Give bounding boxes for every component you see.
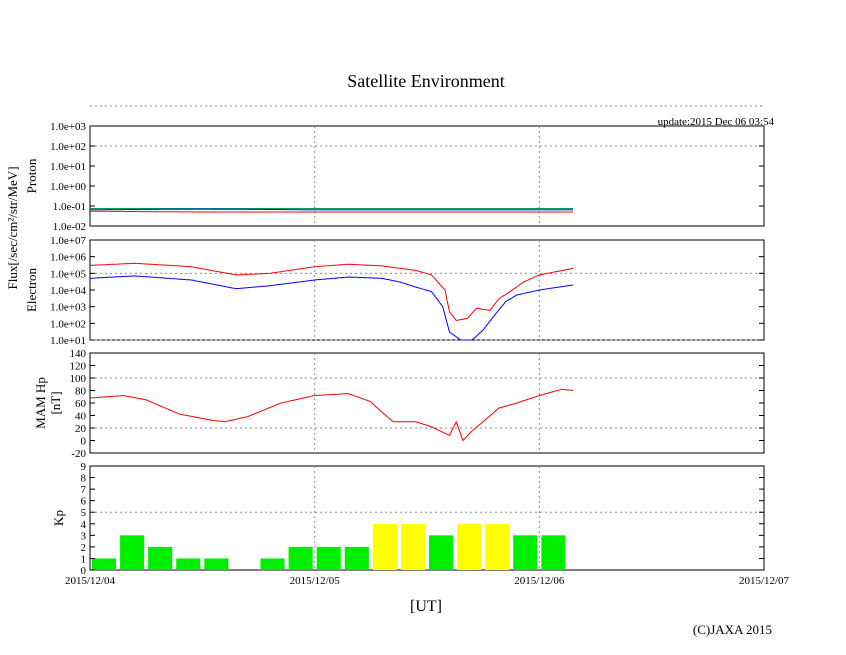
kp-ytick-label: 3 [81, 530, 87, 542]
hp-ytick-label: 0 [81, 436, 87, 448]
proton-ytick-label: 1.0e+03 [50, 121, 86, 133]
kp-ytick-label: 8 [81, 473, 87, 485]
kp-ytick-label: 5 [81, 507, 87, 519]
series-electron-low [89, 275, 574, 341]
electron-ytick-label: 1.0e+01 [50, 335, 86, 347]
mam-hp-panel-frame [89, 352, 765, 454]
electron-panel: 1.0e+01 1.0e+02 1.0e+03 1.0e+04 1.0e+05 1.0e+… [24, 235, 765, 347]
electron-ytick-label: 1.0e+04 [50, 285, 86, 297]
x-tick-label: 2015/12/05 [290, 575, 341, 587]
kp-ytick-label: 1 [81, 553, 87, 565]
mam-hp-label-line: [nT] [48, 391, 63, 414]
kp-bar [120, 535, 145, 570]
hp-ytick-label: 140 [70, 348, 87, 360]
x-tick-label: 2015/12/06 [514, 575, 565, 587]
kp-bar [485, 523, 510, 570]
kp-ytick-label: 0 [81, 565, 87, 577]
kp-bar [429, 535, 454, 570]
x-axis-label: [UT] [410, 598, 442, 615]
proton-ytick-label: 1.0e+01 [50, 161, 86, 173]
kp-bar [148, 546, 173, 570]
kp-ytick-label: 9 [81, 461, 87, 473]
kp-ytick-label: 7 [81, 484, 87, 496]
proton-ytick-label: 1.0e-02 [53, 221, 86, 233]
proton-panel-frame [89, 125, 765, 227]
proton-ytick-label: 1.0e-01 [53, 201, 86, 213]
x-axis-ticks: 2015/12/04 2015/12/05 2015/12/06 2015/12/07 [65, 575, 790, 587]
copyright: (C)JAXA 2015 [693, 622, 772, 637]
x-tick-label: 2015/12/07 [739, 575, 790, 587]
hp-ytick-label: 80 [75, 386, 87, 398]
proton-ytick-label: 1.0e+00 [50, 181, 86, 193]
kp-bar [541, 535, 566, 570]
kp-ytick-label: 2 [81, 542, 87, 554]
mam-hp-label-line: MAM Hp [33, 377, 48, 429]
kp-bar [457, 523, 482, 570]
kp-ytick-label: 6 [81, 496, 87, 508]
hp-ytick-label: 40 [75, 411, 87, 423]
hp-ytick-label: 100 [70, 373, 87, 385]
kp-bar [372, 523, 397, 570]
hp-ytick-label: 120 [70, 361, 87, 373]
chart-title: Satellite Environment [347, 71, 504, 91]
kp-panel-frame [89, 465, 765, 571]
kp-bar [316, 546, 341, 570]
electron-ytick-label: 1.0e+02 [50, 318, 86, 330]
proton-axis-label: Proton [24, 158, 39, 193]
kp-bar [400, 523, 425, 570]
flux-axis-label: Flux[/sec/cm²/str/MeV] [5, 166, 20, 289]
kp-bar [260, 558, 285, 570]
proton-ytick-label: 1.0e+02 [50, 141, 86, 153]
series-proton-red [90, 210, 573, 213]
series-hp [89, 388, 574, 442]
electron-axis-label: Electron [24, 267, 39, 312]
series-proton-blue [90, 208, 573, 211]
kp-bar [176, 558, 201, 570]
kp-bar [344, 546, 369, 570]
kp-ytick-label: 4 [81, 519, 87, 531]
hp-ytick-label: -20 [71, 448, 86, 460]
electron-ytick-label: 1.0e+03 [50, 302, 86, 314]
kp-bar [513, 535, 538, 570]
kp-axis-label: Kp [51, 510, 66, 526]
kp-bar [204, 558, 229, 570]
proton-panel: 1.0e-02 1.0e-01 1.0e+00 1.0e+01 1.0e+02 1.0e+… [24, 105, 765, 233]
hp-ytick-label: 60 [75, 398, 87, 410]
hp-ytick-label: 20 [75, 423, 87, 435]
electron-ytick-label: 1.0e+07 [50, 235, 86, 247]
update-timestamp: update:2015 Dec 06 03:54 [658, 116, 775, 128]
kp-bar [288, 546, 313, 570]
series-electron-high [89, 262, 574, 321]
x-tick-label: 2015/12/04 [65, 575, 116, 587]
kp-bar [92, 558, 117, 570]
mam-hp-axis-label: MAM Hp[nT] [33, 377, 63, 429]
electron-ytick-label: 1.0e+06 [50, 252, 86, 264]
electron-ytick-label: 1.0e+05 [50, 268, 86, 280]
